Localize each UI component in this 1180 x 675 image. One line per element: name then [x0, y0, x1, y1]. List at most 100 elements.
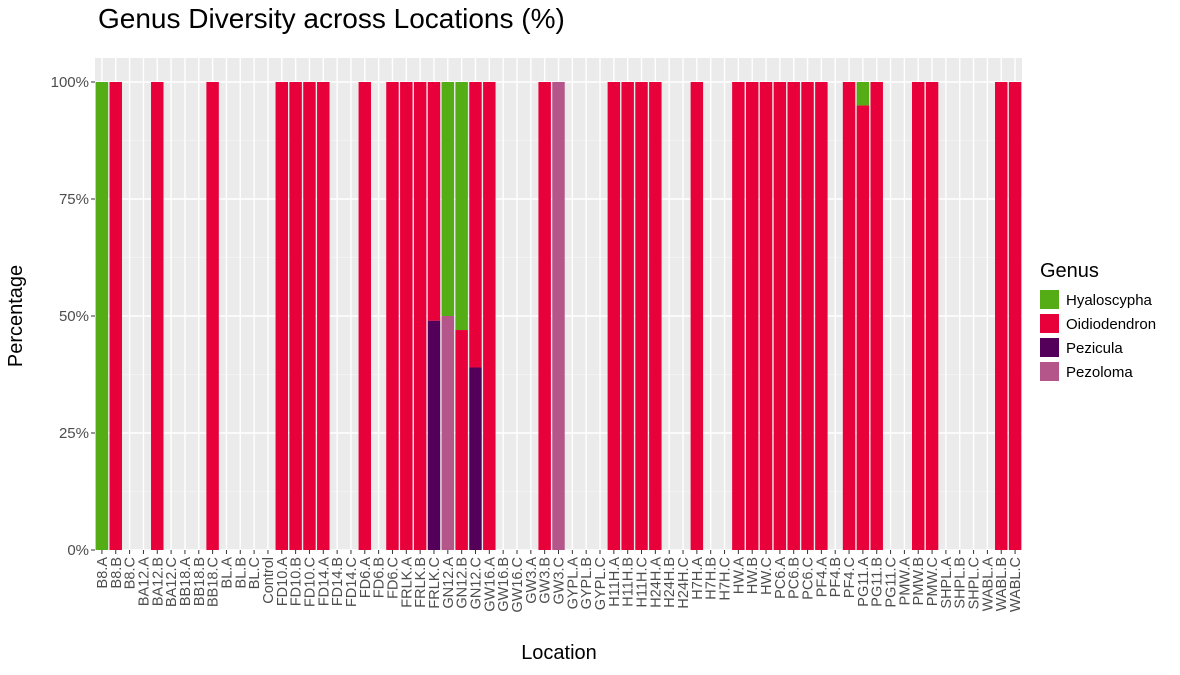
bar-segment-oidiodendron	[386, 82, 399, 550]
x-tick-label: GN12.C	[468, 557, 484, 609]
bar-segment-oidiodendron	[995, 82, 1008, 550]
x-tick-label: GYPL.C	[593, 557, 609, 610]
legend-label-pezicula: Pezicula	[1066, 340, 1123, 357]
legend-label-oidiodendron: Oidiodendron	[1066, 316, 1156, 333]
x-tick-label: GW16.C	[510, 557, 526, 613]
x-tick-label: BA12.B	[150, 557, 166, 606]
x-tick-label: Control	[261, 557, 277, 604]
x-tick-label: PG11.C	[884, 557, 900, 608]
x-axis-label: Location	[521, 642, 597, 664]
x-tick-label: H24H.A	[648, 557, 664, 608]
x-tick-label: GW3.C	[552, 557, 568, 605]
legend-swatch-pezicula	[1040, 338, 1059, 357]
bar-segment-oidiodendron	[801, 82, 814, 550]
bar-segment-oidiodendron	[745, 82, 759, 550]
x-tick-label: BA12.C	[164, 557, 180, 607]
y-tick-label: 25%	[59, 425, 89, 442]
bar-segment-hyaloscypha	[455, 82, 468, 331]
bar-segment-oidiodendron	[912, 82, 925, 550]
x-tick-label: GN12.B	[455, 557, 471, 609]
x-tick-label: FD10.A	[275, 557, 291, 606]
y-tick-label: 75%	[59, 191, 89, 208]
legend-swatch-oidiodendron	[1040, 314, 1059, 333]
x-tick-label: GW3.A	[524, 557, 540, 604]
x-tick-label: FD10.C	[302, 557, 318, 607]
x-tick-label: FD6.A	[358, 557, 374, 598]
x-tick-label: SHPL.B	[953, 557, 969, 609]
bar-segment-oidiodendron	[427, 82, 441, 321]
y-axis: 0% 25% 50% 75% 100%	[51, 74, 95, 559]
bar-segment-oidiodendron	[925, 82, 939, 550]
x-tick-label: GYPL.A	[565, 557, 581, 610]
x-tick-label: PG11.B	[870, 557, 886, 607]
x-tick-label: BB18.A	[178, 557, 194, 606]
bar-segment-oidiodendron	[275, 82, 289, 550]
bar-segment-hyaloscypha	[95, 82, 109, 550]
legend: Genus Hyaloscypha Oidiodendron Pezicula Pez…	[1040, 260, 1156, 381]
x-tick-label: WABL.A	[980, 557, 996, 612]
x-tick-label: PF4.C	[842, 557, 858, 598]
bar-segment-oidiodendron	[413, 82, 427, 550]
bar-segment-oidiodendron	[206, 82, 219, 550]
legend-swatch-hyaloscypha	[1040, 290, 1059, 309]
x-tick-label: PMW.B	[911, 557, 927, 605]
bar-segment-oidiodendron	[303, 82, 316, 550]
x-tick-label: GW16.A	[482, 557, 498, 612]
x-tick-label: BB18.B	[192, 557, 208, 606]
x-tick-label: FD14.C	[344, 557, 360, 607]
legend-title: Genus	[1040, 260, 1099, 282]
bar-segment-oidiodendron	[151, 82, 164, 550]
bar-segment-oidiodendron	[759, 82, 773, 550]
x-tick-label: GN12.A	[441, 557, 457, 609]
x-tick-label: H7H.A	[690, 557, 706, 600]
legend-label-pezoloma: Pezoloma	[1066, 364, 1133, 381]
x-tick-label: GW3.B	[538, 557, 554, 604]
x-tick-label: FD6.C	[385, 557, 401, 599]
x-tick-label: H24H.B	[662, 557, 678, 608]
bar-segment-pezoloma	[552, 82, 565, 550]
x-tick-label: FRLK.B	[413, 557, 429, 608]
bar-segment-hyaloscypha	[441, 82, 455, 316]
x-tick-label: H7H.B	[704, 557, 720, 600]
x-tick-label: SHPL.C	[967, 557, 983, 609]
x-tick-label: H11H.B	[621, 557, 637, 607]
bar-segment-oidiodendron	[358, 82, 372, 550]
x-tick-label: HW.C	[759, 557, 775, 595]
bar-segment-hyaloscypha	[856, 82, 870, 106]
x-tick-label: HW.A	[731, 557, 747, 594]
legend-swatch-pezoloma	[1040, 362, 1059, 381]
bar-segment-oidiodendron	[856, 105, 870, 551]
x-tick-label: B8.A	[95, 557, 111, 589]
bar-segment-oidiodendron	[483, 82, 496, 550]
x-tick-label: B8.C	[123, 557, 139, 589]
bar-segment-oidiodendron	[109, 82, 122, 550]
x-tick-label: PF4.A	[814, 557, 830, 598]
bar-segment-oidiodendron	[690, 82, 704, 550]
bar-segment-pezoloma	[441, 316, 455, 550]
x-tick-label: SHPL.A	[939, 557, 955, 609]
y-axis-label: Percentage	[5, 265, 27, 367]
x-tick-label: H7H.C	[718, 557, 734, 601]
bar-segment-oidiodendron	[607, 82, 621, 550]
x-tick-label: BL.B	[233, 557, 249, 588]
chart-title: Genus Diversity across Locations (%)	[98, 3, 565, 34]
bar-segment-oidiodendron	[773, 82, 787, 550]
x-tick-label: HW.B	[745, 557, 761, 594]
x-tick-label: PC6.B	[787, 557, 803, 599]
bar-segment-oidiodendron	[621, 82, 634, 550]
x-tick-label: PMW.C	[925, 557, 941, 606]
x-tick-label: BA12.A	[136, 557, 152, 606]
x-tick-label: FD14.A	[316, 557, 332, 606]
x-tick-label: WABL.B	[994, 557, 1010, 611]
bar-segment-oidiodendron	[732, 82, 745, 550]
bar-segment-oidiodendron	[842, 82, 856, 550]
x-tick-label: B8.B	[109, 557, 125, 588]
bar-segment-oidiodendron	[649, 82, 662, 550]
x-tick-label: FRLK.A	[399, 557, 415, 608]
x-tick-label: PC6.C	[801, 557, 817, 600]
bar-segment-oidiodendron	[400, 82, 413, 550]
x-tick-label: FD14.B	[330, 557, 346, 606]
x-tick-label: FRLK.C	[427, 557, 443, 609]
